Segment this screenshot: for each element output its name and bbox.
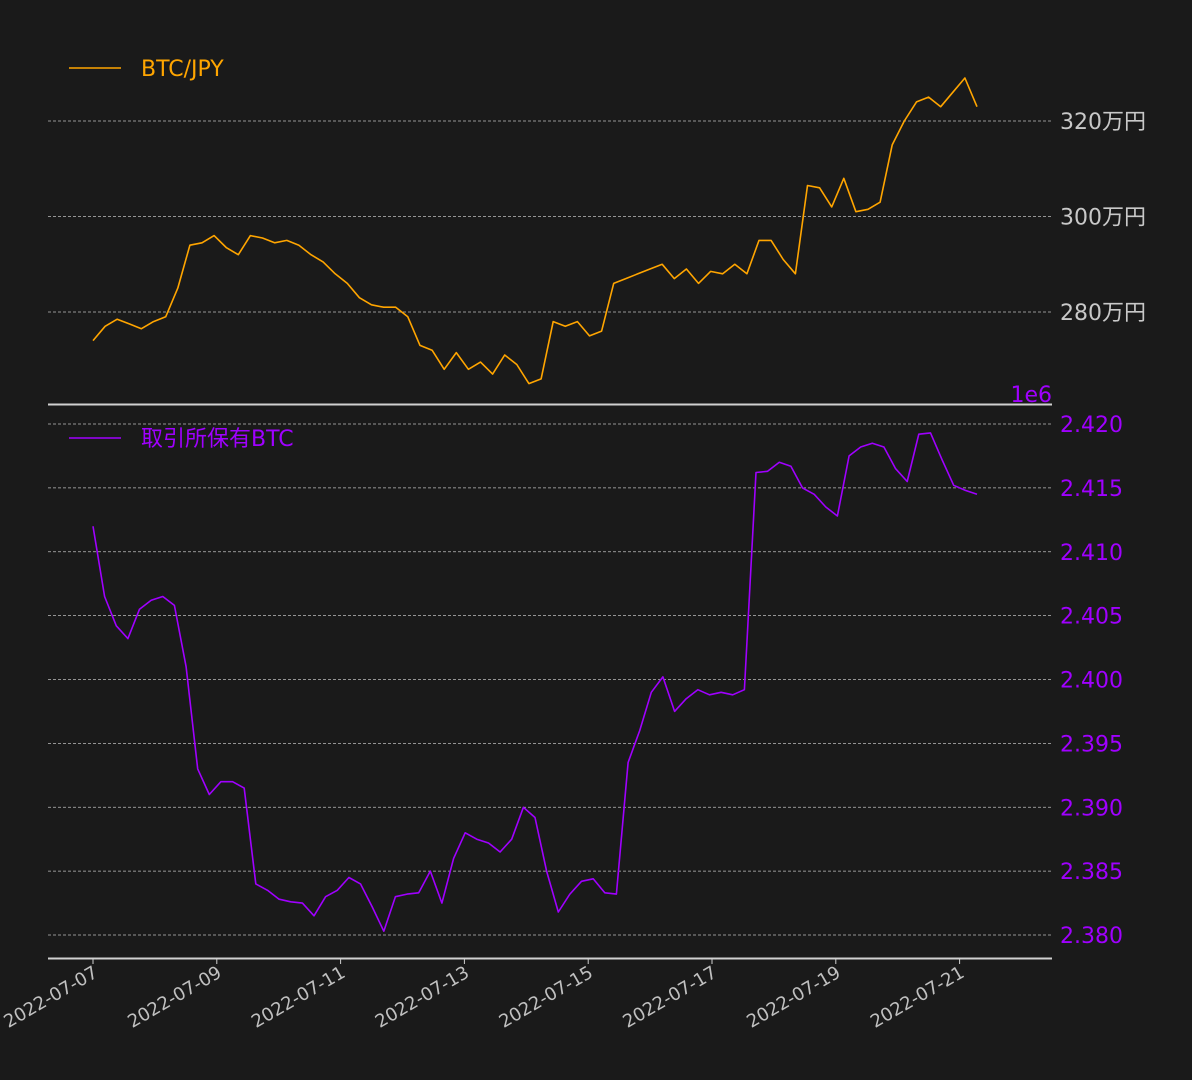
holdings-offset-text: 1e6 bbox=[1010, 383, 1052, 408]
holdings-y-tick-label: 2.405 bbox=[1060, 605, 1123, 630]
holdings-y-tick-label: 2.385 bbox=[1060, 860, 1123, 885]
price-y-tick-label: 320万円 bbox=[1060, 110, 1146, 135]
x-tick-label: 2022-07-11 bbox=[248, 962, 349, 1032]
holdings-legend-label: 取引所保有BTC bbox=[141, 427, 294, 452]
price-legend: BTC/JPY bbox=[69, 57, 224, 82]
x-tick-label: 2022-07-21 bbox=[867, 962, 968, 1032]
holdings-y-tick-label: 2.380 bbox=[1060, 924, 1123, 949]
x-tick-label: 2022-07-17 bbox=[619, 962, 720, 1032]
x-tick-label: 2022-07-07 bbox=[0, 962, 101, 1032]
holdings-y-axis: 2.420 2.415 2.410 2.405 2.400 2.395 2.390 2.385… bbox=[1060, 413, 1123, 949]
holdings-gridlines bbox=[48, 423, 1052, 936]
x-tick-label: 2022-07-09 bbox=[124, 962, 225, 1032]
holdings-y-tick-label: 2.415 bbox=[1060, 477, 1123, 502]
x-tick-label: 2022-07-19 bbox=[743, 962, 844, 1032]
x-tick-label: 2022-07-15 bbox=[496, 962, 597, 1032]
holdings-y-tick-label: 2.410 bbox=[1060, 541, 1123, 566]
price-y-tick-label: 300万円 bbox=[1060, 206, 1146, 231]
btc-jpy-line bbox=[92, 77, 978, 385]
price-legend-label: BTC/JPY bbox=[141, 57, 224, 82]
holdings-legend: 取引所保有BTC bbox=[69, 427, 294, 452]
exchange-btc-holdings-line bbox=[92, 432, 978, 933]
holdings-y-tick-label: 2.400 bbox=[1060, 669, 1123, 694]
holdings-y-tick-label: 2.395 bbox=[1060, 732, 1123, 757]
price-gridlines bbox=[48, 120, 1052, 313]
date-x-axis: 2022-07-07 2022-07-09 2022-07-11 2022-07-13… bbox=[0, 959, 968, 1033]
holdings-y-tick-label: 2.420 bbox=[1060, 413, 1123, 438]
x-tick-label: 2022-07-13 bbox=[372, 962, 473, 1032]
holdings-y-tick-label: 2.390 bbox=[1060, 796, 1123, 821]
price-y-axis: 320万円 300万円 280万円 bbox=[1060, 110, 1146, 326]
price-y-tick-label: 280万円 bbox=[1060, 301, 1146, 326]
